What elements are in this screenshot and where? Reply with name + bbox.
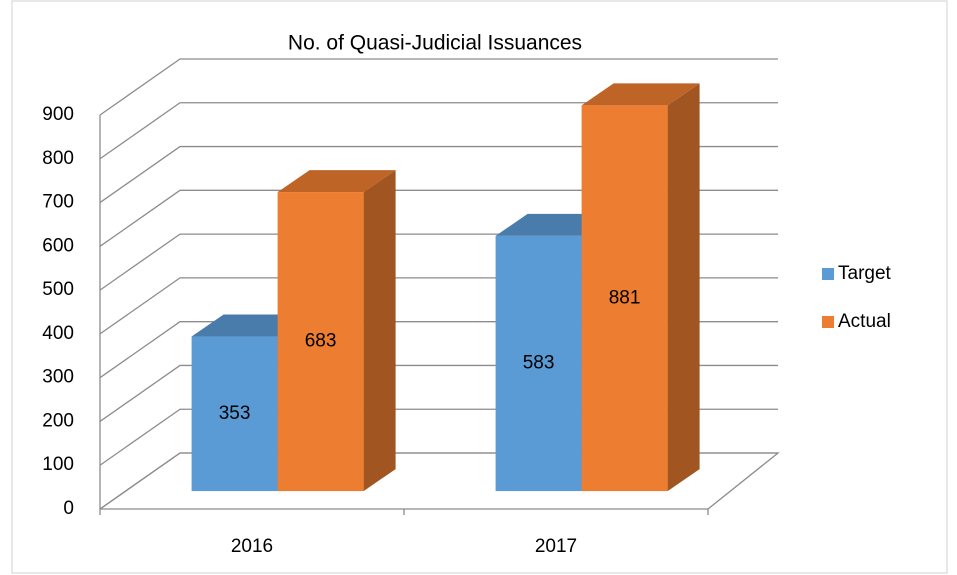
value-label: 881 bbox=[609, 287, 641, 308]
chart-frame bbox=[11, 0, 948, 574]
grid-line bbox=[99, 102, 778, 160]
bar bbox=[581, 105, 668, 492]
legend-swatch bbox=[822, 268, 834, 280]
y-tick-label: 0 bbox=[63, 498, 74, 519]
grid-line bbox=[99, 145, 778, 204]
grid-line bbox=[99, 58, 778, 116]
y-tick-label: 300 bbox=[42, 367, 74, 388]
y-tick-label: 100 bbox=[42, 454, 74, 475]
value-label: 683 bbox=[305, 331, 337, 352]
bar-side bbox=[667, 83, 700, 492]
value-label: 583 bbox=[523, 352, 555, 373]
x-tick-label: 2017 bbox=[535, 536, 577, 557]
y-tick-label: 800 bbox=[42, 148, 74, 169]
x-tick-label: 2016 bbox=[231, 536, 273, 557]
y-tick-label: 600 bbox=[42, 235, 74, 256]
bar-top bbox=[581, 83, 700, 106]
value-label: 353 bbox=[219, 403, 251, 424]
legend-swatch bbox=[822, 316, 834, 328]
chart-title: No. of Quasi-Judicial Issuances bbox=[288, 32, 582, 55]
y-tick-label: 700 bbox=[42, 192, 74, 213]
y-tick-label: 400 bbox=[42, 323, 74, 344]
bar bbox=[495, 235, 582, 492]
y-tick-label: 200 bbox=[42, 410, 74, 431]
legend-label: Actual bbox=[838, 311, 891, 332]
y-tick-label: 900 bbox=[42, 104, 74, 125]
bar bbox=[277, 192, 364, 492]
grid-line bbox=[99, 189, 778, 247]
bar bbox=[191, 336, 278, 492]
bar-side bbox=[363, 170, 396, 492]
y-tick-label: 500 bbox=[42, 279, 74, 300]
legend-label: Target bbox=[838, 263, 892, 284]
bar-top bbox=[277, 170, 396, 193]
